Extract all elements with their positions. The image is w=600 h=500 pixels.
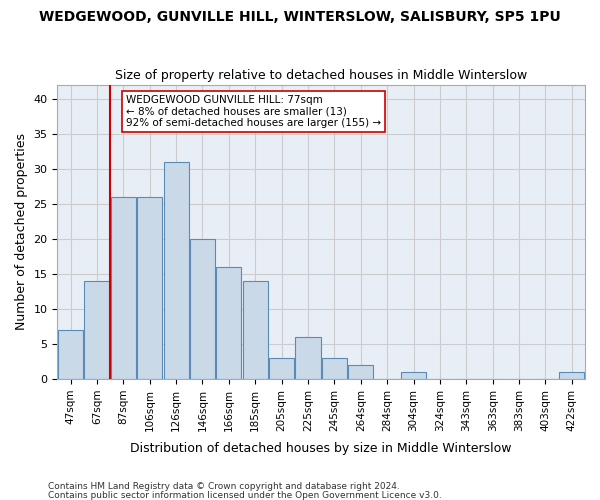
Bar (164, 162, 188, 379)
Bar (401, 372, 426, 379)
Bar (269, 358, 294, 379)
Bar (559, 372, 584, 379)
Bar (243, 281, 268, 379)
Bar (111, 196, 136, 379)
X-axis label: Distribution of detached houses by size in Middle Winterslow: Distribution of detached houses by size … (130, 442, 512, 455)
Text: Contains HM Land Registry data © Crown copyright and database right 2024.: Contains HM Land Registry data © Crown c… (48, 482, 400, 491)
Y-axis label: Number of detached properties: Number of detached properties (15, 134, 28, 330)
Bar (190, 239, 215, 379)
Text: WEDGEWOOD GUNVILLE HILL: 77sqm
← 8% of detached houses are smaller (13)
92% of s: WEDGEWOOD GUNVILLE HILL: 77sqm ← 8% of d… (126, 95, 381, 128)
Bar (137, 196, 162, 379)
Bar (217, 267, 241, 379)
Title: Size of property relative to detached houses in Middle Winterslow: Size of property relative to detached ho… (115, 69, 527, 82)
Bar (348, 365, 373, 379)
Text: WEDGEWOOD, GUNVILLE HILL, WINTERSLOW, SALISBURY, SP5 1PU: WEDGEWOOD, GUNVILLE HILL, WINTERSLOW, SA… (39, 10, 561, 24)
Text: Contains public sector information licensed under the Open Government Licence v3: Contains public sector information licen… (48, 490, 442, 500)
Bar (295, 337, 320, 379)
Bar (322, 358, 347, 379)
Bar (58, 330, 83, 379)
Bar (85, 281, 110, 379)
